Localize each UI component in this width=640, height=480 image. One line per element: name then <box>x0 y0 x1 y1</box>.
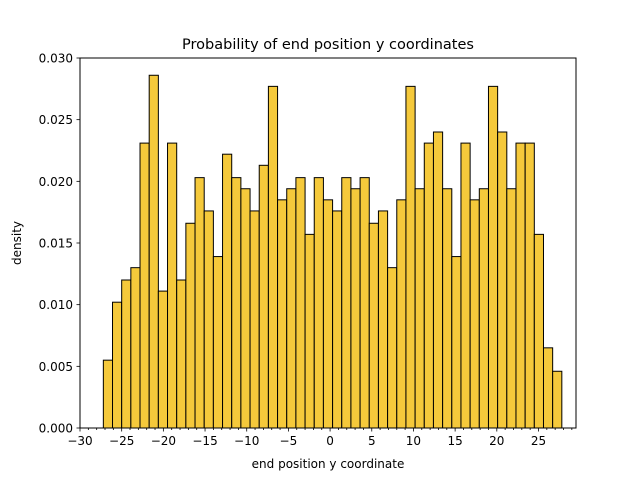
histogram-bar <box>286 188 297 429</box>
x-tick-label: 10 <box>406 434 421 448</box>
histogram-bar <box>497 131 508 429</box>
histogram-bar <box>405 85 416 429</box>
chart-title: Probability of end position y coordinate… <box>182 37 474 53</box>
plot-frame <box>79 57 577 429</box>
x-tick-label: 25 <box>531 434 546 448</box>
histogram-bar <box>203 210 214 429</box>
histogram-bar <box>451 256 462 429</box>
histogram-bar <box>112 301 123 429</box>
histogram-bar <box>295 177 306 429</box>
x-axis-label: end position y coordinate <box>252 457 405 471</box>
x-tick-label: 15 <box>447 434 462 448</box>
histogram-bar <box>185 222 196 429</box>
histogram-bar <box>377 210 389 429</box>
histogram-bar <box>350 188 361 429</box>
x-tick-label: −15 <box>192 434 217 448</box>
histogram-bar <box>524 142 535 429</box>
histogram-bar <box>148 74 159 429</box>
histogram-bar <box>487 85 499 429</box>
histogram-bar <box>478 188 489 429</box>
x-tick-label: −20 <box>151 434 176 448</box>
histogram-bar <box>359 177 370 429</box>
histogram-bar <box>442 188 453 429</box>
histogram-bar <box>332 210 343 429</box>
histogram-bar <box>552 370 563 429</box>
x-tick-label: −5 <box>280 434 298 448</box>
histogram-bar <box>460 142 471 429</box>
histogram-bar <box>139 142 150 429</box>
histogram-bar <box>102 359 114 429</box>
x-tick-label: 0 <box>326 434 334 448</box>
y-tick-label: 0.025 <box>39 113 73 127</box>
x-tick-label: −25 <box>109 434 134 448</box>
x-tick-label: −10 <box>234 434 259 448</box>
histogram-bar <box>304 233 315 429</box>
x-tick-label: 5 <box>368 434 376 448</box>
histogram-bar <box>231 177 242 429</box>
histogram-bar <box>432 131 444 429</box>
histogram-bar <box>469 199 480 429</box>
histogram-bar <box>322 199 334 429</box>
histogram-bar <box>515 142 526 429</box>
histogram-bar <box>396 199 407 429</box>
histogram-bar <box>121 279 132 429</box>
histogram-bar <box>167 142 178 429</box>
y-tick-label: 0.000 <box>39 422 73 436</box>
x-tick-label: −30 <box>67 434 92 448</box>
histogram-bar <box>267 85 279 429</box>
x-axis-ticks: −30 −25 −20 −15 −10 −5 0 5 10 15 20 25 <box>67 428 573 448</box>
histogram-bar <box>414 188 425 429</box>
histogram-bar <box>240 188 251 429</box>
y-tick-label: 0.005 <box>39 360 73 374</box>
histogram-bar <box>258 164 269 429</box>
histogram-bar <box>176 279 187 429</box>
histogram-bar <box>157 290 169 429</box>
histogram-bar <box>277 199 288 429</box>
histogram-bar <box>341 177 352 429</box>
x-tick-label: 20 <box>489 434 504 448</box>
histogram-bar <box>423 142 434 429</box>
y-tick-label: 0.015 <box>39 237 73 251</box>
y-tick-label: 0.010 <box>39 298 73 312</box>
y-tick-label: 0.020 <box>39 175 73 189</box>
histogram-bar <box>222 153 233 429</box>
histogram-bar <box>533 233 544 429</box>
bars-group <box>102 74 563 429</box>
histogram-bar <box>506 188 517 429</box>
histogram-bar <box>542 347 554 429</box>
histogram-bar <box>368 222 379 429</box>
histogram-bar <box>194 177 205 429</box>
y-tick-label: 0.030 <box>39 52 73 66</box>
histogram-bar <box>249 210 260 429</box>
histogram-bar <box>313 177 324 429</box>
histogram-bar <box>130 267 141 429</box>
histogram-bar <box>212 256 224 429</box>
histogram-bar <box>387 267 398 429</box>
y-axis-label: density <box>10 221 24 265</box>
y-axis-ticks: 0.000 0.005 0.010 0.015 0.020 0.025 0.030 <box>39 52 80 436</box>
